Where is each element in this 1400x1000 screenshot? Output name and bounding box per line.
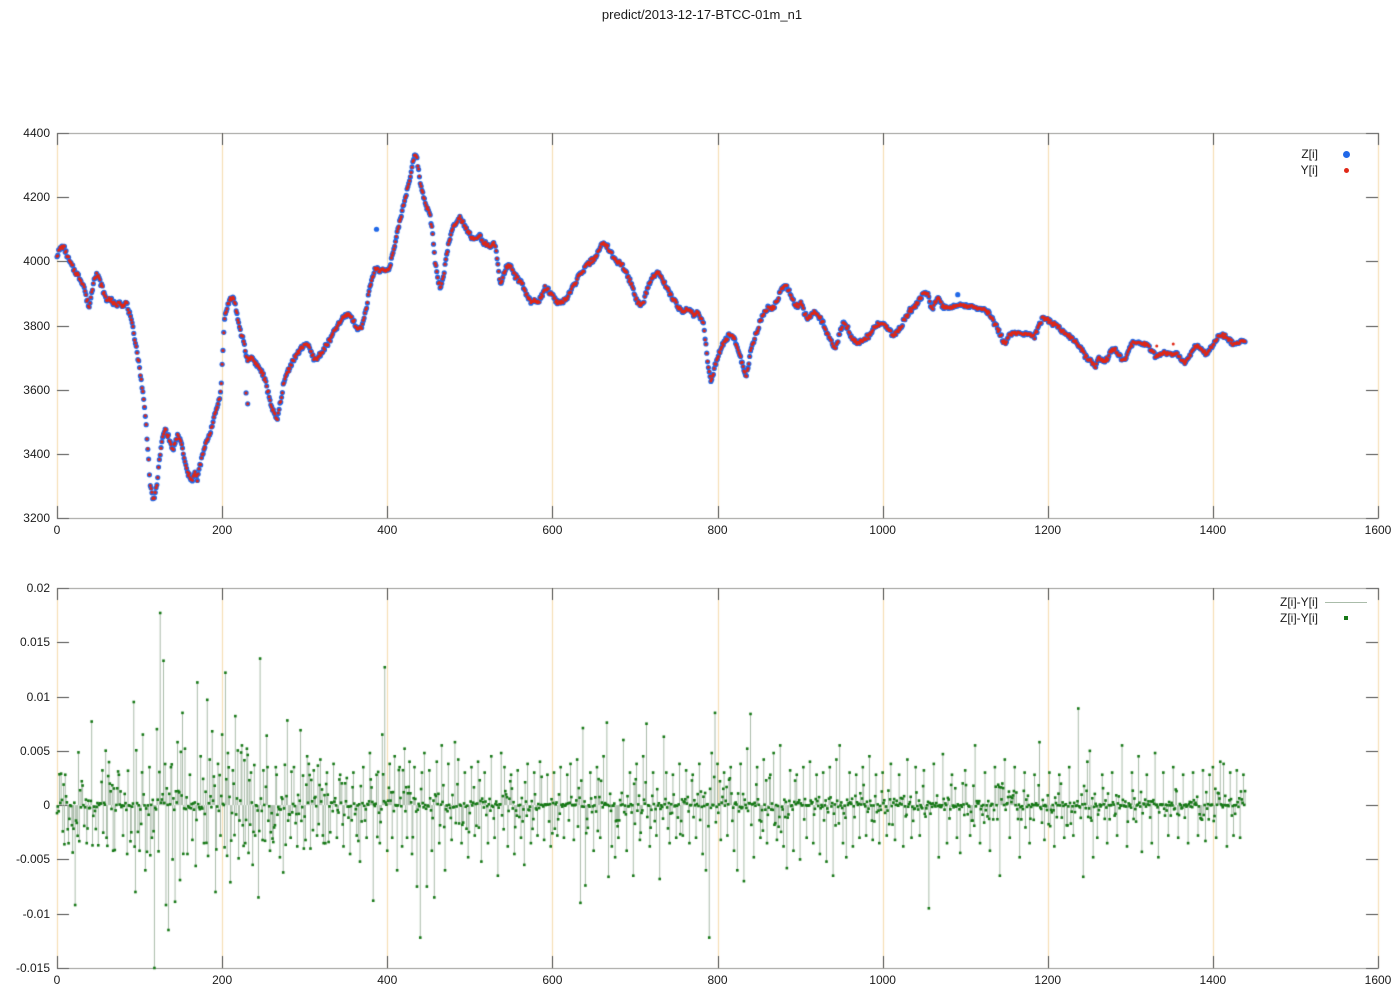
legend-sample-resid-points bbox=[1324, 610, 1368, 626]
green-point-icon bbox=[1344, 616, 1348, 620]
bottom-y-tick-label: -0.005 bbox=[15, 852, 50, 867]
bottom-y-tick-label: -0.01 bbox=[22, 906, 50, 921]
top-y-tick-label: 3200 bbox=[23, 511, 50, 525]
top-x-tick-label: 400 bbox=[377, 523, 398, 537]
bottom-y-tick-label: 0.02 bbox=[26, 581, 50, 595]
blue-point-icon bbox=[1342, 150, 1350, 158]
top-y-tick-label: 4200 bbox=[23, 190, 50, 205]
bottom-x-tick-label: 1400 bbox=[1199, 973, 1227, 987]
top-x-tick-label: 1600 bbox=[1364, 523, 1392, 537]
top-y-tick-label: 3600 bbox=[23, 382, 50, 397]
legend-label-z: Z[i] bbox=[1301, 147, 1318, 161]
bottom-x-tick-label: 200 bbox=[212, 973, 233, 987]
top-x-tick-label: 1000 bbox=[869, 523, 896, 537]
top-x-tick-label: 0 bbox=[53, 523, 61, 537]
legend-label-y: Y[i] bbox=[1300, 163, 1318, 177]
bottom-y-tick-label: 0 bbox=[43, 798, 50, 813]
legend-row-y: Y[i] bbox=[1230, 162, 1368, 178]
legend-sample-y bbox=[1324, 162, 1368, 178]
top-x-tick-label: 600 bbox=[542, 523, 563, 537]
legend-row-resid-points: Z[i]-Y[i] bbox=[1230, 610, 1368, 626]
top-x-tick-label: 1200 bbox=[1034, 523, 1062, 537]
bottom-x-tick-label: 400 bbox=[377, 973, 398, 987]
legend-label-resid-line: Z[i]-Y[i] bbox=[1280, 595, 1318, 609]
top-x-tick-label: 1400 bbox=[1199, 523, 1227, 537]
chart-title: predict/2013-12-17-BTCC-01m_n1 bbox=[601, 7, 803, 22]
legend-label-resid-points: Z[i]-Y[i] bbox=[1280, 611, 1318, 625]
legend-sample-resid-line bbox=[1324, 594, 1368, 610]
red-point-icon bbox=[1343, 167, 1349, 173]
bottom-x-tick-label: 800 bbox=[707, 973, 728, 987]
bottom-x-tick-label: 1200 bbox=[1034, 973, 1062, 987]
legend-row-z: Z[i] bbox=[1230, 146, 1368, 162]
impulse-line-icon bbox=[1325, 601, 1367, 603]
top-y-tick-label: 4000 bbox=[23, 254, 50, 269]
bottom-x-tick-label: 0 bbox=[53, 973, 61, 987]
top-y-tick-label: 3800 bbox=[23, 318, 50, 333]
bottom-x-tick-label: 1000 bbox=[869, 973, 896, 987]
top-x-tick-label: 800 bbox=[707, 523, 728, 537]
top-y-tick-label: 3400 bbox=[23, 446, 50, 461]
legend-row-resid-line: Z[i]-Y[i] bbox=[1230, 594, 1368, 610]
legend-sample-z bbox=[1324, 146, 1368, 162]
bottom-y-tick-label: -0.015 bbox=[15, 961, 50, 975]
bottom-y-tick-label: 0.015 bbox=[19, 635, 50, 650]
bottom-y-tick-label: 0.01 bbox=[26, 689, 50, 704]
bottom-y-tick-label: 0.005 bbox=[19, 743, 50, 758]
bottom-x-tick-label: 1600 bbox=[1364, 973, 1392, 987]
top-y-tick-label: 4400 bbox=[23, 126, 50, 140]
bottom-x-tick-label: 600 bbox=[542, 973, 563, 987]
top-x-tick-label: 200 bbox=[212, 523, 233, 537]
